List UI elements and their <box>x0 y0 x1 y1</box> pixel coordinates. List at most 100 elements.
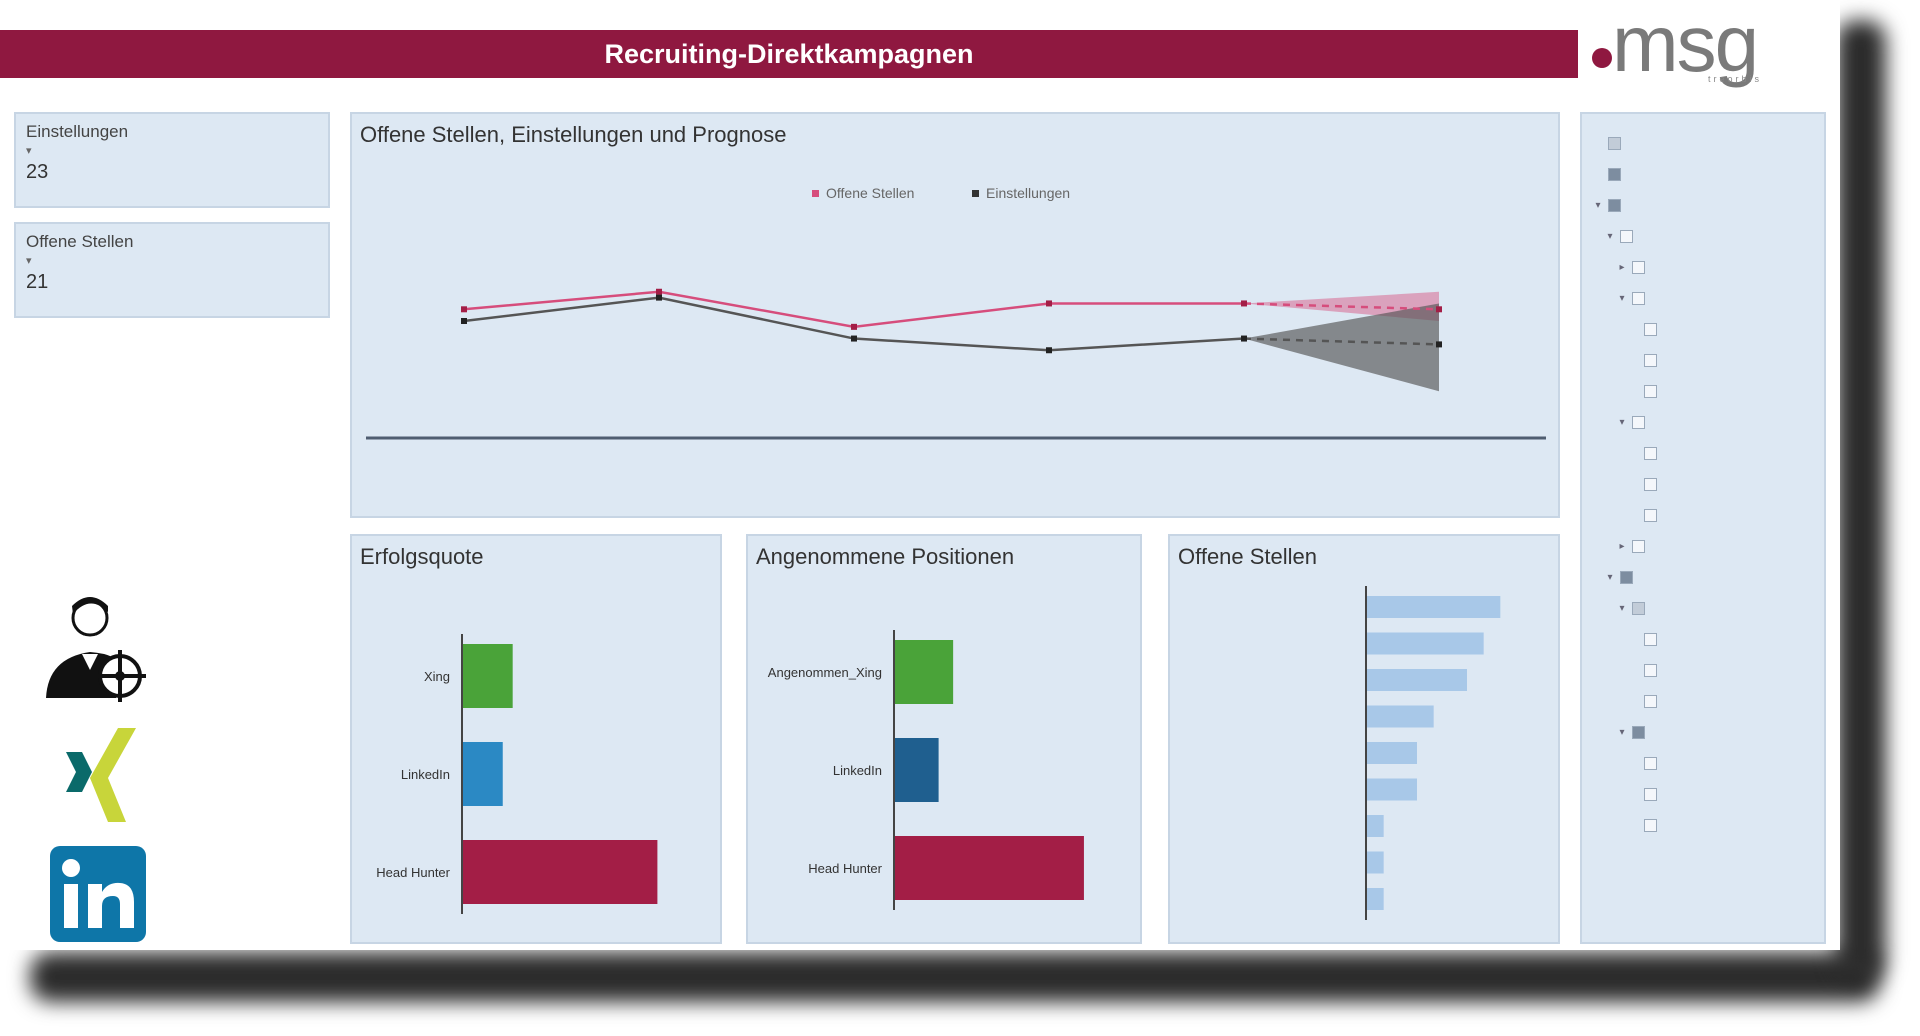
tree-checkbox[interactable] <box>1644 695 1657 708</box>
series-point <box>1241 300 1247 307</box>
filter-tree-item[interactable] <box>1592 500 1824 531</box>
series-point <box>851 323 857 330</box>
kpi-offene-stellen[interactable]: Offene Stellen ▾ 21 <box>14 222 330 318</box>
bar <box>895 738 939 802</box>
filter-tree-item[interactable] <box>1592 469 1824 500</box>
tree-checkbox[interactable] <box>1632 261 1645 274</box>
filter-tree-item[interactable]: ▾ <box>1592 407 1824 438</box>
tree-checkbox[interactable] <box>1644 509 1657 522</box>
tree-checkbox[interactable] <box>1620 230 1633 243</box>
bar-category-label: Xing <box>424 669 450 684</box>
tree-checkbox[interactable] <box>1644 819 1657 832</box>
tree-checkbox[interactable] <box>1644 323 1657 336</box>
linkedin-icon[interactable] <box>50 846 146 942</box>
tree-checkbox[interactable] <box>1608 199 1621 212</box>
bar-category-label: Head Hunter <box>376 865 450 880</box>
filter-tree-item[interactable] <box>1592 624 1824 655</box>
erfolgsquote-chart-svg: Xing LinkedIn Head Hunter <box>376 634 658 914</box>
tree-checkbox[interactable] <box>1632 602 1645 615</box>
bar <box>1367 888 1384 910</box>
tree-toggle-icon[interactable]: ▸ <box>1619 541 1625 552</box>
filter-tree-item[interactable] <box>1592 376 1824 407</box>
kpi-value: 21 <box>26 271 49 293</box>
tree-toggle-icon[interactable]: ▾ <box>1619 293 1625 304</box>
angenommene-chart-svg: Angenommen_Xing LinkedIn Head Hunter <box>768 630 1084 910</box>
filter-tree-item[interactable]: ▸ <box>1592 531 1824 562</box>
page-title: Recruiting-Direktkampagnen <box>604 38 974 69</box>
tree-toggle-icon[interactable]: ▾ <box>1607 572 1613 583</box>
tree-checkbox[interactable] <box>1632 540 1645 553</box>
legend-swatch-einstellungen <box>972 190 979 197</box>
msg-logo: msg treorbis <box>1590 0 1820 88</box>
offene-stellen-title: Offene Stellen <box>1178 544 1318 569</box>
bar <box>1367 815 1384 837</box>
tree-checkbox[interactable] <box>1644 385 1657 398</box>
filter-tree-item[interactable]: ▸ <box>1592 252 1824 283</box>
logo-subtext: treorbis <box>1708 74 1763 84</box>
filter-tree-item[interactable]: ▾ <box>1592 593 1824 624</box>
filter-tree-item[interactable] <box>1592 748 1824 779</box>
bar <box>463 644 513 708</box>
series-line <box>463 290 1244 329</box>
filter-tree-item[interactable] <box>1592 438 1824 469</box>
filter-tree-item[interactable] <box>1592 159 1824 190</box>
series-point <box>1046 347 1052 354</box>
kpi-title: Einstellungen <box>26 122 129 141</box>
frame-shadow-bottom <box>30 952 1880 1002</box>
tree-toggle-icon[interactable]: ▸ <box>1619 262 1625 273</box>
tree-checkbox[interactable] <box>1632 726 1645 739</box>
tree-checkbox[interactable] <box>1608 137 1621 150</box>
filter-tree-item[interactable] <box>1592 314 1824 345</box>
tree-checkbox[interactable] <box>1644 757 1657 770</box>
tree-checkbox[interactable] <box>1644 478 1657 491</box>
tree-toggle-icon[interactable]: ▾ <box>1607 231 1613 242</box>
xing-icon[interactable] <box>56 722 144 828</box>
filter-tree-panel: ▾ ▾ ▸ ▾ ▾ ▸ ▾ ▾ ▾ <box>1580 112 1826 944</box>
filter-tree-item[interactable] <box>1592 655 1824 686</box>
tree-checkbox[interactable] <box>1608 168 1621 181</box>
tree-toggle-icon[interactable]: ▾ <box>1619 603 1625 614</box>
tree-checkbox[interactable] <box>1644 664 1657 677</box>
bar <box>1367 851 1384 874</box>
bar <box>1367 742 1417 764</box>
offene-stellen-chart-svg <box>1365 586 1501 920</box>
dashboard: Recruiting-Direktkampagnen msg treorbis … <box>0 0 1826 944</box>
tree-checkbox[interactable] <box>1644 633 1657 646</box>
recruiter-target-icon[interactable] <box>42 594 150 706</box>
bar <box>1367 778 1417 801</box>
tree-toggle-icon[interactable]: ▾ <box>1619 727 1625 738</box>
filter-tree-item[interactable] <box>1592 345 1824 376</box>
tree-toggle-icon[interactable]: ▾ <box>1619 417 1625 428</box>
bar-category-label: Head Hunter <box>808 861 882 876</box>
kpi-value: 23 <box>26 161 49 183</box>
filter-tree-item[interactable] <box>1592 779 1824 810</box>
erfolgsquote-panel: Erfolgsquote Xing LinkedIn Head Hunter <box>350 534 722 944</box>
bar <box>463 840 658 904</box>
filter-tree-item[interactable] <box>1592 128 1824 159</box>
filter-tree-item[interactable]: ▾ <box>1592 562 1824 593</box>
series-point <box>656 294 662 301</box>
angenommene-title: Angenommene Positionen <box>756 544 1015 569</box>
tree-checkbox[interactable] <box>1644 447 1657 460</box>
filter-tree-item[interactable] <box>1592 810 1824 841</box>
series-point <box>1436 306 1442 313</box>
filter-tree-item[interactable]: ▾ <box>1592 717 1824 748</box>
tree-checkbox[interactable] <box>1632 416 1645 429</box>
legend-swatch-offene-stellen <box>812 190 819 197</box>
filter-tree-item[interactable]: ▾ <box>1592 283 1824 314</box>
series-forecast-line <box>1243 302 1440 311</box>
series-point <box>851 335 857 342</box>
filter-tree-item[interactable]: ▾ <box>1592 221 1824 252</box>
bar-category-label: Angenommen_Xing <box>768 665 882 680</box>
filter-tree-item[interactable] <box>1592 686 1824 717</box>
series-point <box>1046 300 1052 307</box>
tree-checkbox[interactable] <box>1632 292 1645 305</box>
filter-tree-item[interactable]: ▾ <box>1592 190 1824 221</box>
tree-checkbox[interactable] <box>1644 788 1657 801</box>
forecast-band <box>1244 303 1439 392</box>
tree-checkbox[interactable] <box>1644 354 1657 367</box>
tree-toggle-icon[interactable]: ▾ <box>1595 200 1601 211</box>
kpi-einstellungen[interactable]: Einstellungen ▾ 23 <box>14 112 330 208</box>
legend-label-offene-stellen: Offene Stellen <box>826 185 914 201</box>
tree-checkbox[interactable] <box>1620 571 1633 584</box>
